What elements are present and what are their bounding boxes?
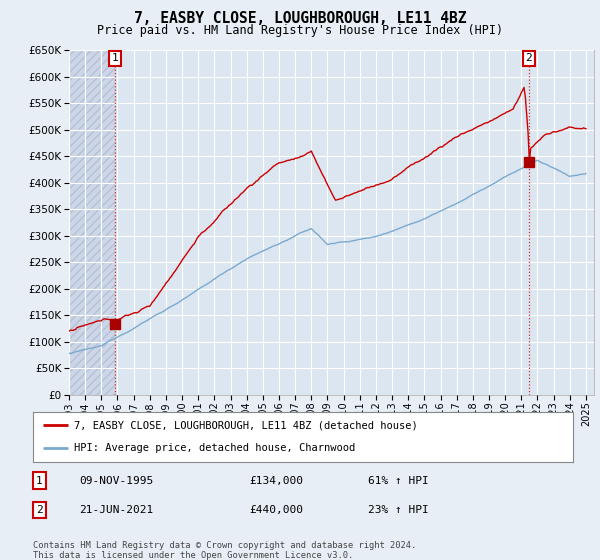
Text: £440,000: £440,000	[249, 505, 303, 515]
Text: 21-JUN-2021: 21-JUN-2021	[79, 505, 153, 515]
Text: 2: 2	[36, 505, 43, 515]
Bar	[69, 50, 115, 395]
Text: 09-NOV-1995: 09-NOV-1995	[79, 475, 153, 486]
Text: 7, EASBY CLOSE, LOUGHBOROUGH, LE11 4BZ: 7, EASBY CLOSE, LOUGHBOROUGH, LE11 4BZ	[134, 11, 466, 26]
Text: 23% ↑ HPI: 23% ↑ HPI	[368, 505, 428, 515]
Text: £134,000: £134,000	[249, 475, 303, 486]
Text: Price paid vs. HM Land Registry's House Price Index (HPI): Price paid vs. HM Land Registry's House …	[97, 24, 503, 36]
Text: HPI: Average price, detached house, Charnwood: HPI: Average price, detached house, Char…	[74, 444, 355, 454]
Text: 1: 1	[36, 475, 43, 486]
Text: 7, EASBY CLOSE, LOUGHBOROUGH, LE11 4BZ (detached house): 7, EASBY CLOSE, LOUGHBOROUGH, LE11 4BZ (…	[74, 420, 417, 430]
Text: Contains HM Land Registry data © Crown copyright and database right 2024.
This d: Contains HM Land Registry data © Crown c…	[33, 540, 416, 560]
Text: 61% ↑ HPI: 61% ↑ HPI	[368, 475, 428, 486]
Text: 1: 1	[112, 53, 119, 63]
Text: 2: 2	[526, 53, 532, 63]
Bar	[69, 50, 115, 395]
